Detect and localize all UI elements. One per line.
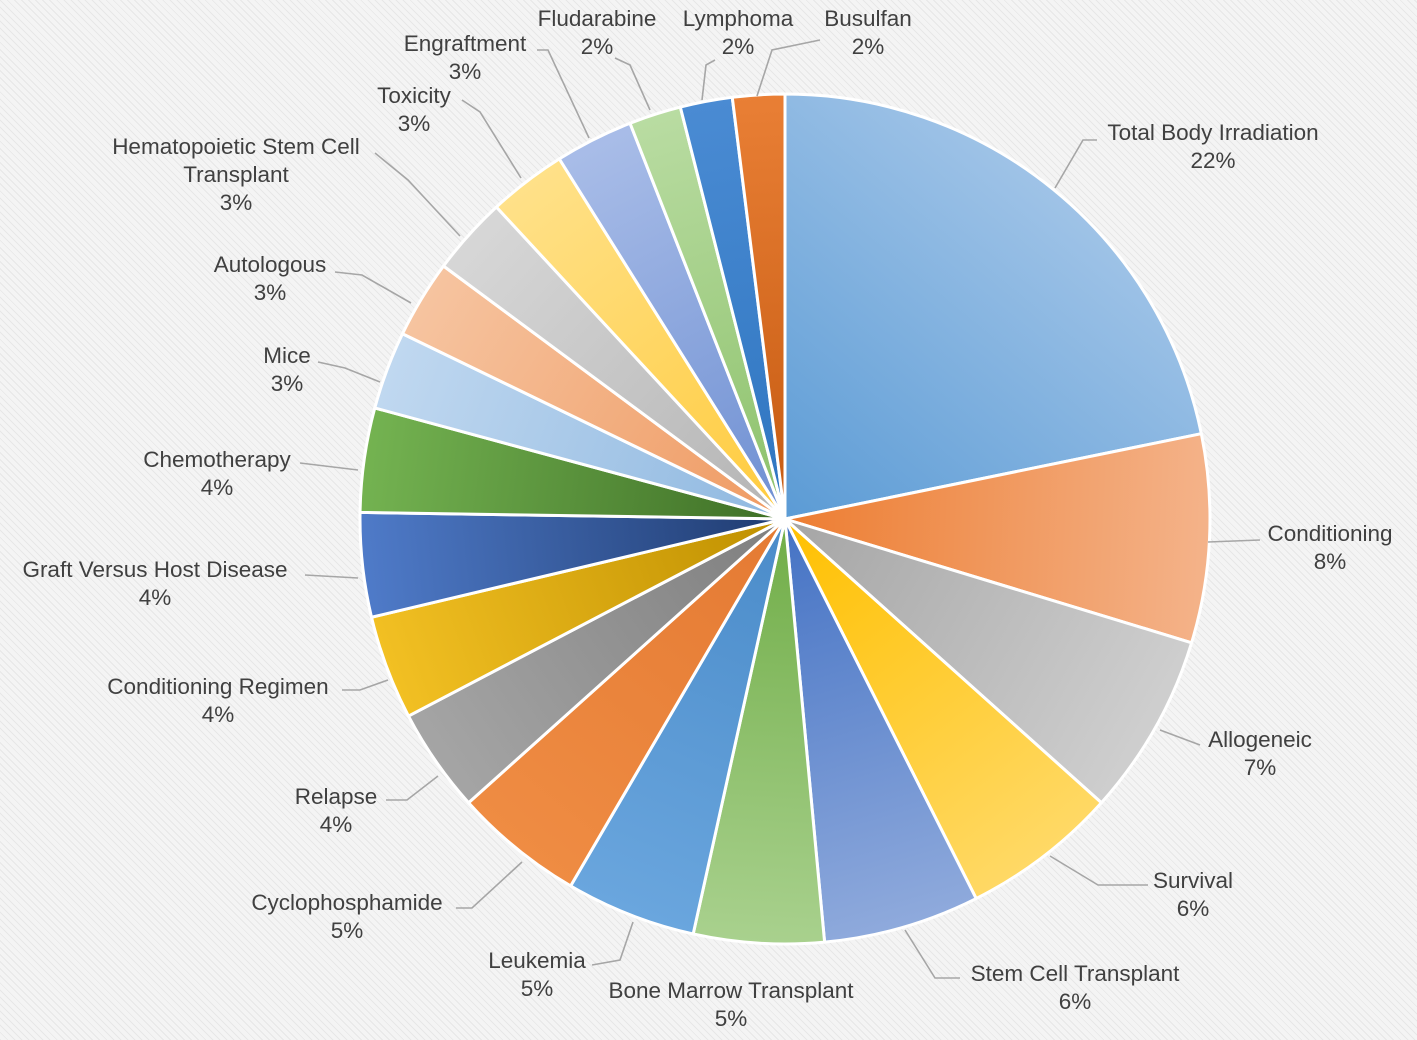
slices-layer xyxy=(358,92,1212,946)
pie-slice-survival xyxy=(783,517,1103,901)
leader-line-conditioning xyxy=(1207,539,1261,543)
label-name-toxicity: Toxicity xyxy=(377,83,452,108)
data-label-hematopoietic-stem-cell-transplant: Hematopoietic Stem Cell Transplant 3% xyxy=(112,134,360,215)
leader-line-allogeneic xyxy=(1159,729,1201,746)
data-label-engraftment: Engraftment 3% xyxy=(404,31,527,84)
label-name-engraftment: Engraftment xyxy=(404,31,527,56)
label-name-relapse: Relapse xyxy=(295,784,378,809)
pie-slice-allogeneic xyxy=(783,517,1194,805)
label-name-autologous: Autologous xyxy=(214,252,327,277)
leader-line-leukemia xyxy=(591,921,634,966)
label-name-mice: Mice xyxy=(263,343,311,368)
data-label-fludarabine: Fludarabine 2% xyxy=(538,6,657,59)
label-value-relapse: 4% xyxy=(320,812,353,837)
pie-slice-busulfan xyxy=(730,92,787,521)
pie-slice-conditioning xyxy=(783,432,1212,645)
label-name-hematopoietic-stem-cell-transplant: Hematopoietic Stem Cell xyxy=(112,134,360,159)
leader-line-stem-cell-transplant xyxy=(904,929,960,979)
data-label-toxicity: Toxicity 3% xyxy=(377,83,452,136)
leader-line-chemotherapy xyxy=(299,462,359,471)
label-value-chemotherapy: 4% xyxy=(201,475,234,500)
label-name-leukemia: Leukemia xyxy=(488,948,586,973)
data-label-mice: Mice 3% xyxy=(263,343,311,396)
data-label-leukemia: Leukemia 5% xyxy=(488,948,586,1001)
leader-line-total-body-irradiation xyxy=(1054,139,1097,189)
label-name-total-body-irradiation: Total Body Irradiation xyxy=(1107,120,1318,145)
label-value-mice: 3% xyxy=(271,371,304,396)
data-label-relapse: Relapse 4% xyxy=(295,784,378,837)
label-name-conditioning: Conditioning xyxy=(1267,521,1392,546)
data-label-survival: Survival 6% xyxy=(1153,868,1233,921)
leader-line-cyclophosphamide xyxy=(456,861,523,909)
label-value-graft-versus-host-disease: 4% xyxy=(139,585,172,610)
label-value-stem-cell-transplant: 6% xyxy=(1059,989,1092,1014)
leader-line-graft-versus-host-disease xyxy=(304,574,359,579)
data-label-stem-cell-transplant: Stem Cell Transplant 6% xyxy=(971,961,1181,1014)
leader-line-survival xyxy=(1049,855,1148,886)
label-value-fludarabine: 2% xyxy=(581,34,614,59)
data-label-conditioning: Conditioning 8% xyxy=(1267,521,1392,574)
label-value-autologous: 3% xyxy=(254,280,287,305)
data-label-allogeneic: Allogeneic 7% xyxy=(1208,727,1312,780)
data-label-cyclophosphamide: Cyclophosphamide 5% xyxy=(251,890,442,943)
label-name-hematopoietic-stem-cell-transplant: Transplant xyxy=(183,162,289,187)
label-name-fludarabine: Fludarabine xyxy=(538,6,657,31)
leader-line-autologous xyxy=(334,271,412,304)
data-label-lymphoma: Lymphoma 2% xyxy=(683,6,794,59)
data-label-total-body-irradiation: Total Body Irradiation 22% xyxy=(1107,120,1318,173)
label-value-busulfan: 2% xyxy=(852,34,885,59)
pie-slice-stem-cell-transplant xyxy=(783,517,978,944)
leader-line-engraftment xyxy=(537,49,590,139)
leader-line-busulfan xyxy=(756,39,821,97)
label-value-conditioning-regimen: 4% xyxy=(202,702,235,727)
label-value-conditioning: 8% xyxy=(1314,549,1347,574)
label-value-leukemia: 5% xyxy=(521,976,554,1001)
label-value-lymphoma: 2% xyxy=(722,34,755,59)
label-name-cyclophosphamide: Cyclophosphamide xyxy=(251,890,442,915)
leader-line-lymphoma xyxy=(701,59,716,101)
label-name-bone-marrow-transplant: Bone Marrow Transplant xyxy=(608,978,854,1003)
data-labels: Total Body Irradiation 22% Conditioning 8% A… xyxy=(22,6,1392,1031)
leader-lines xyxy=(299,39,1261,979)
label-name-allogeneic: Allogeneic xyxy=(1208,727,1312,752)
leader-line-conditioning-regimen xyxy=(342,679,389,691)
data-label-graft-versus-host-disease: Graft Versus Host Disease 4% xyxy=(22,557,287,610)
pie-slice-total-body-irradiation xyxy=(783,92,1203,521)
label-value-cyclophosphamide: 5% xyxy=(331,918,364,943)
label-name-graft-versus-host-disease: Graft Versus Host Disease xyxy=(22,557,287,582)
data-label-chemotherapy: Chemotherapy 4% xyxy=(143,447,291,500)
label-name-chemotherapy: Chemotherapy xyxy=(143,447,291,472)
label-value-toxicity: 3% xyxy=(398,111,431,136)
leader-line-relapse xyxy=(386,775,439,801)
leader-line-hematopoietic-stem-cell-transplant xyxy=(374,152,461,237)
label-name-busulfan: Busulfan xyxy=(824,6,912,31)
label-name-stem-cell-transplant: Stem Cell Transplant xyxy=(971,961,1181,986)
label-value-allogeneic: 7% xyxy=(1244,755,1277,780)
label-value-bone-marrow-transplant: 5% xyxy=(715,1006,748,1031)
leader-line-toxicity xyxy=(461,99,522,179)
data-label-autologous: Autologous 3% xyxy=(214,252,327,305)
data-label-bone-marrow-transplant: Bone Marrow Transplant 5% xyxy=(608,978,854,1031)
label-value-hematopoietic-stem-cell-transplant: 3% xyxy=(220,190,253,215)
data-label-busulfan: Busulfan 2% xyxy=(824,6,912,59)
label-name-lymphoma: Lymphoma xyxy=(683,6,794,31)
label-name-conditioning-regimen: Conditioning Regimen xyxy=(107,674,328,699)
label-name-survival: Survival xyxy=(1153,868,1233,893)
leader-line-fludarabine xyxy=(614,57,651,111)
label-value-survival: 6% xyxy=(1177,896,1210,921)
label-value-total-body-irradiation: 22% xyxy=(1190,148,1235,173)
leader-line-mice xyxy=(317,361,381,383)
data-label-conditioning-regimen: Conditioning Regimen 4% xyxy=(107,674,328,727)
label-value-engraftment: 3% xyxy=(449,59,482,84)
